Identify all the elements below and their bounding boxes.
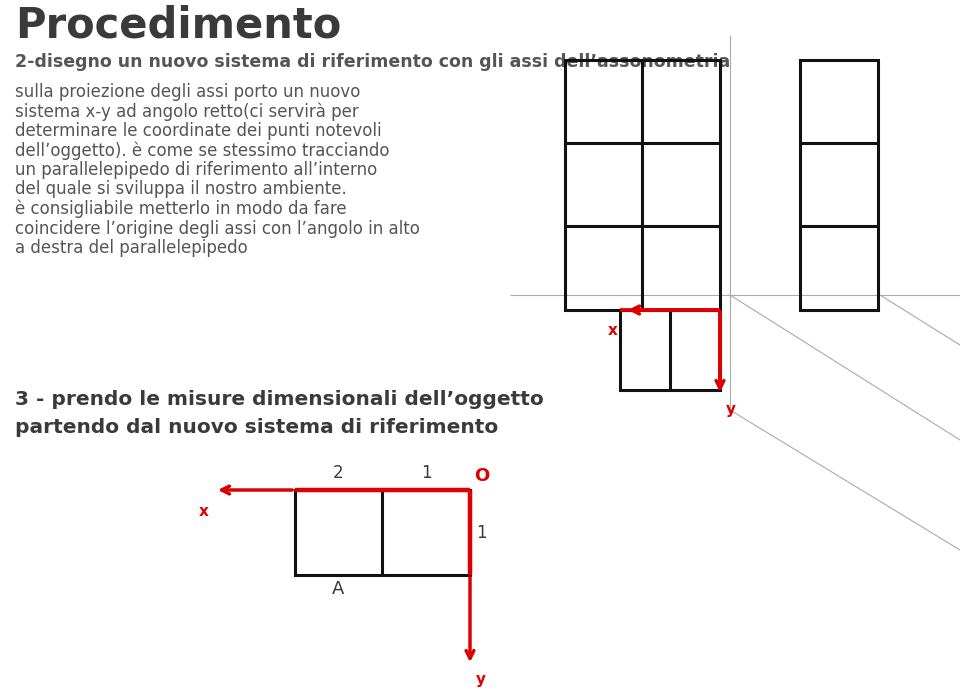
Text: x: x bbox=[199, 504, 209, 519]
Bar bbox=[295, 490, 470, 575]
Text: 2: 2 bbox=[333, 464, 344, 482]
Text: y: y bbox=[726, 402, 736, 417]
Text: partendo dal nuovo sistema di riferimento: partendo dal nuovo sistema di riferiment… bbox=[15, 418, 498, 437]
Text: Procedimento: Procedimento bbox=[15, 5, 341, 47]
Text: 1: 1 bbox=[476, 523, 487, 541]
Text: 2-disegno un nuovo sistema di riferimento con gli assi dell’assonometria: 2-disegno un nuovo sistema di riferiment… bbox=[15, 53, 731, 71]
Text: O: O bbox=[474, 467, 490, 485]
Bar bbox=[620, 310, 720, 390]
Text: è consigliabile metterlo in modo da fare: è consigliabile metterlo in modo da fare bbox=[15, 200, 347, 218]
Bar bbox=[565, 60, 720, 310]
Text: 3 - prendo le misure dimensionali dell’oggetto: 3 - prendo le misure dimensionali dell’o… bbox=[15, 390, 543, 409]
Bar bbox=[800, 60, 878, 310]
Text: determinare le coordinate dei punti notevoli: determinare le coordinate dei punti note… bbox=[15, 122, 382, 140]
Text: A: A bbox=[332, 580, 345, 598]
Text: coincidere l’origine degli assi con l’angolo in alto: coincidere l’origine degli assi con l’an… bbox=[15, 220, 420, 238]
Text: un parallelepipedo di riferimento all’interno: un parallelepipedo di riferimento all’in… bbox=[15, 161, 377, 179]
Text: dell’oggetto). è come se stessimo tracciando: dell’oggetto). è come se stessimo tracci… bbox=[15, 141, 390, 160]
Text: sulla proiezione degli assi porto un nuovo: sulla proiezione degli assi porto un nuo… bbox=[15, 83, 360, 101]
Text: x: x bbox=[608, 323, 618, 338]
Text: y: y bbox=[476, 672, 486, 687]
Text: a destra del parallelepipedo: a destra del parallelepipedo bbox=[15, 239, 248, 257]
Text: del quale si sviluppa il nostro ambiente.: del quale si sviluppa il nostro ambiente… bbox=[15, 180, 347, 198]
Text: 1: 1 bbox=[420, 464, 431, 482]
Text: sistema x-y ad angolo retto(ci servirà per: sistema x-y ad angolo retto(ci servirà p… bbox=[15, 103, 359, 121]
